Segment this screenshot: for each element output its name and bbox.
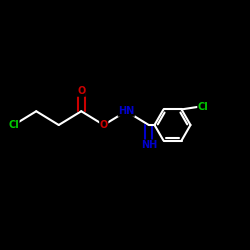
Text: O: O xyxy=(77,86,86,96)
Text: Cl: Cl xyxy=(198,102,208,112)
Text: NH: NH xyxy=(141,140,157,150)
Text: O: O xyxy=(100,120,108,130)
Text: HN: HN xyxy=(118,106,134,116)
Text: Cl: Cl xyxy=(8,120,19,130)
